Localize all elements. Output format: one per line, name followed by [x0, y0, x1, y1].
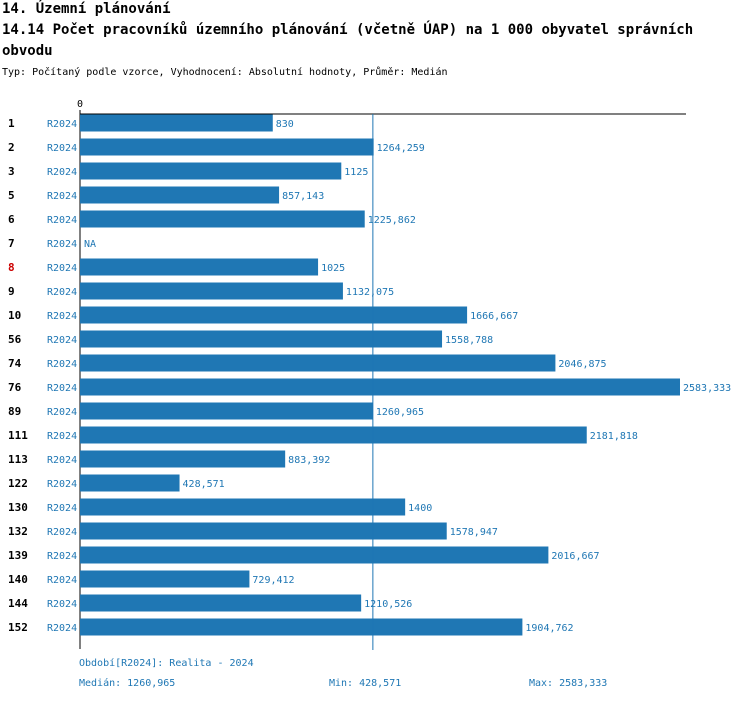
bar-value-label: 1125 [344, 167, 368, 178]
indicator-title: 14.14 Počet pracovníků územního plánován… [2, 22, 694, 59]
bar-value-label: 1260,965 [376, 407, 424, 418]
bar [80, 474, 180, 492]
row-period-label: R2024 [47, 191, 77, 202]
row-category-label: 89 [8, 405, 21, 418]
row-category-label: 1 [8, 117, 15, 130]
bar-value-label: 1264,259 [377, 143, 425, 154]
row-period-label: R2024 [47, 287, 77, 298]
row-category-label: 130 [8, 501, 28, 514]
row-period-label: R2024 [47, 119, 77, 130]
row-period-label: R2024 [47, 167, 77, 178]
bar-value-label: 1400 [408, 503, 432, 514]
row-period-label: R2024 [47, 431, 77, 442]
bar-value-label: 1225,862 [368, 215, 416, 226]
bar-value-label: 1210,526 [364, 599, 412, 610]
row-category-label: 56 [8, 333, 22, 346]
row-period-label: R2024 [47, 455, 77, 466]
row-category-label: 144 [8, 597, 28, 610]
row-period-label: R2024 [47, 575, 77, 586]
bar-value-label: 857,143 [282, 191, 324, 202]
row-category-label: 7 [8, 237, 15, 250]
row-category-label: 10 [8, 309, 21, 322]
bar-value-label: 1904,762 [525, 623, 573, 634]
row-period-label: R2024 [47, 359, 77, 370]
bar-value-label: 729,412 [252, 575, 294, 586]
bar [80, 450, 286, 468]
row-period-label: R2024 [47, 623, 77, 634]
bar-value-label: 2016,667 [551, 551, 599, 562]
row-category-label: 6 [8, 213, 15, 226]
row-period-label: R2024 [47, 335, 77, 346]
bar [80, 618, 523, 636]
bar-value-label: 1025 [321, 263, 345, 274]
row-period-label: R2024 [47, 599, 77, 610]
bar-value-label: NA [84, 239, 96, 250]
bar [80, 594, 362, 612]
bar [80, 114, 273, 132]
period-note: Období[R2024]: Realita - 2024 [79, 658, 254, 669]
row-category-label: 111 [8, 429, 28, 442]
row-category-label: 76 [8, 381, 22, 394]
bar [80, 570, 250, 588]
row-category-label: 140 [8, 573, 28, 586]
row-period-label: R2024 [47, 527, 77, 538]
row-period-label: R2024 [47, 407, 77, 418]
median-summary: Medián: 1260,965 [79, 678, 176, 689]
bar [80, 138, 374, 156]
row-category-label: 2 [8, 141, 15, 154]
row-category-label: 139 [8, 549, 28, 562]
type-description: Typ: Počítaný podle vzorce, Vyhodnocení:… [2, 67, 448, 78]
bar [80, 426, 587, 444]
row-period-label: R2024 [47, 479, 77, 490]
bar-value-label: 883,392 [288, 455, 330, 466]
bar [80, 162, 342, 180]
row-category-label: 122 [8, 477, 28, 490]
row-category-label: 132 [8, 525, 28, 538]
row-category-label: 152 [8, 621, 28, 634]
row-category-label: 5 [8, 189, 15, 202]
bar-value-label: 1666,667 [470, 311, 518, 322]
bar-value-label: 1578,947 [450, 527, 498, 538]
bar [80, 354, 556, 372]
row-period-label: R2024 [47, 215, 77, 226]
row-period-label: R2024 [47, 263, 77, 274]
bar-value-label: 1132,075 [346, 287, 394, 298]
section-title: 14. Územní plánování [2, 1, 171, 17]
row-period-label: R2024 [47, 311, 77, 322]
bar-value-label: 2583,333 [683, 383, 731, 394]
bar-value-label: 428,571 [183, 479, 225, 490]
bar-value-label: 830 [276, 119, 294, 130]
bar-value-label: 2046,875 [558, 359, 606, 370]
bar [80, 210, 365, 228]
axis-tick-label: 0 [77, 99, 83, 110]
bar-value-label: 2181,818 [590, 431, 638, 442]
row-period-label: R2024 [47, 503, 77, 514]
row-period-label: R2024 [47, 551, 77, 562]
row-category-label: 8 [8, 261, 15, 274]
row-category-label: 9 [8, 285, 15, 298]
row-category-label: 3 [8, 165, 15, 178]
bar [80, 546, 549, 564]
row-period-label: R2024 [47, 239, 77, 250]
row-category-label: 74 [8, 357, 22, 370]
bar-chart: 0 1 R2024 830 2 R2024 1264,259 3 R2024 1125 5 R2024… [8, 99, 731, 650]
bar [80, 402, 373, 420]
bar [80, 282, 343, 300]
bar [80, 186, 280, 204]
bar [80, 330, 443, 348]
bar [80, 522, 447, 540]
bar [80, 258, 319, 276]
bar-value-label: 1558,788 [445, 335, 493, 346]
bar [80, 498, 406, 516]
min-summary: Min: 428,571 [329, 678, 402, 689]
row-category-label: 113 [8, 453, 28, 466]
bar [80, 306, 468, 324]
row-period-label: R2024 [47, 143, 77, 154]
max-summary: Max: 2583,333 [529, 678, 608, 689]
row-period-label: R2024 [47, 383, 77, 394]
bar [80, 378, 680, 396]
